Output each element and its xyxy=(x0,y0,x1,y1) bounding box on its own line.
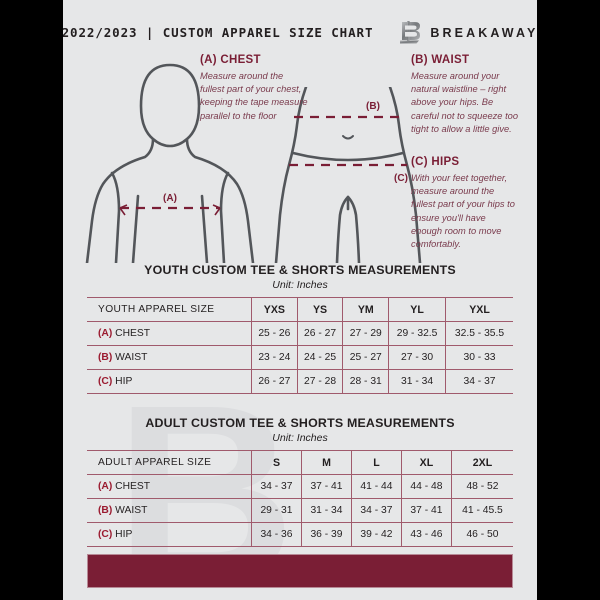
adult-row-2-label: (C) HIP xyxy=(87,522,252,547)
youth-r1-c4: 30 - 33 xyxy=(445,345,513,370)
youth-r2-c3: 31 - 34 xyxy=(388,369,447,394)
measurement-diagrams: (A) (B) (C) xyxy=(63,51,537,263)
adult-r1-c0: 29 - 31 xyxy=(251,498,302,523)
adult-table-title: ADULT CUSTOM TEE & SHORTS MEASUREMENTS xyxy=(145,416,455,430)
youth-row-1-label: (B) WAIST xyxy=(87,345,252,370)
callout-waist-body: Measure around your natural waistline – … xyxy=(411,71,518,134)
callout-hips-body: With your feet together, measure around … xyxy=(411,173,515,249)
youth-r2-c0: 26 - 27 xyxy=(251,369,298,394)
youth-col-2: YM xyxy=(342,297,390,322)
adult-size-table: ADULT APPAREL SIZE S M L XL 2XL (A) CHES… xyxy=(87,450,513,547)
adult-col-3: XL xyxy=(400,450,452,475)
youth-r2-c1: 27 - 28 xyxy=(296,369,344,394)
adult-r0-c4: 48 - 52 xyxy=(450,474,513,499)
adult-r1-c3: 37 - 41 xyxy=(400,498,452,523)
adult-r0-c3: 44 - 48 xyxy=(400,474,452,499)
adult-r1-c1: 31 - 34 xyxy=(300,498,352,523)
youth-table-unit: Unit: Inches xyxy=(272,279,328,291)
footer-bar xyxy=(87,554,513,588)
table-row: (B) WAIST 23 - 24 24 - 25 25 - 27 27 - 3… xyxy=(87,345,513,370)
youth-col-4: YXL xyxy=(445,297,513,322)
adult-r2-c2: 39 - 42 xyxy=(350,522,402,547)
youth-r0-c0: 25 - 26 xyxy=(251,321,298,346)
youth-r0-c1: 26 - 27 xyxy=(296,321,344,346)
adult-r2-c4: 46 - 50 xyxy=(450,522,513,547)
youth-table-block: YOUTH CUSTOM TEE & SHORTS MEASUREMENTS U… xyxy=(87,263,513,394)
youth-row-2-label: (C) HIP xyxy=(87,369,252,394)
callout-chest-title: (A) CHEST xyxy=(200,54,261,66)
adult-r0-c2: 41 - 44 xyxy=(350,474,402,499)
youth-r1-c2: 25 - 27 xyxy=(342,345,390,370)
page-canvas: B 2022/2023 | CUSTOM APPAREL SIZE CHART xyxy=(63,0,537,600)
youth-r1-c1: 24 - 25 xyxy=(296,345,344,370)
adult-col-1: M xyxy=(300,450,352,475)
table-row: (A) CHEST 25 - 26 26 - 27 27 - 29 29 - 3… xyxy=(87,321,513,346)
adult-col-0: S xyxy=(251,450,302,475)
table-row: (C) HIP 34 - 36 36 - 39 39 - 42 43 - 46 … xyxy=(87,522,513,547)
adult-size-header: ADULT APPAREL SIZE xyxy=(87,450,252,475)
page-header: 2022/2023 | CUSTOM APPAREL SIZE CHART xyxy=(63,0,537,45)
hips-figure: (B) (C) xyxy=(274,87,422,263)
table-header-row: YOUTH APPAREL SIZE YXS YS YM YL YXL xyxy=(87,297,513,322)
youth-r0-c2: 27 - 29 xyxy=(342,321,390,346)
youth-size-header: YOUTH APPAREL SIZE xyxy=(87,297,252,322)
table-row: (C) HIP 26 - 27 27 - 28 28 - 31 31 - 34 … xyxy=(87,369,513,394)
adult-r2-c3: 43 - 46 xyxy=(400,522,452,547)
callout-waist-title: (B) WAIST xyxy=(411,54,470,66)
table-row: (B) WAIST 29 - 31 31 - 34 34 - 37 37 - 4… xyxy=(87,498,513,523)
youth-table-title: YOUTH CUSTOM TEE & SHORTS MEASUREMENTS xyxy=(144,263,456,277)
adult-r1-c2: 34 - 37 xyxy=(350,498,402,523)
callout-chest: (A) CHEST Measure around the fullest par… xyxy=(200,54,308,123)
adult-r0-c1: 37 - 41 xyxy=(300,474,352,499)
adult-row-0-label: (A) CHEST xyxy=(87,474,252,499)
callout-hips-title: (C) HIPS xyxy=(411,156,460,168)
youth-r0-c3: 29 - 32.5 xyxy=(388,321,447,346)
youth-row-0-label: (A) CHEST xyxy=(87,321,252,346)
youth-r1-c0: 23 - 24 xyxy=(251,345,298,370)
callout-hips: (C) HIPS With your feet together, measur… xyxy=(411,156,519,251)
adult-row-1-label: (B) WAIST xyxy=(87,498,252,523)
youth-size-table: YOUTH APPAREL SIZE YXS YS YM YL YXL (A) … xyxy=(87,297,513,394)
adult-col-2: L xyxy=(350,450,402,475)
adult-r2-c1: 36 - 39 xyxy=(300,522,352,547)
callout-chest-body: Measure around the fullest part of your … xyxy=(200,71,308,121)
youth-col-3: YL xyxy=(388,297,447,322)
table-row: (A) CHEST 34 - 37 37 - 41 41 - 44 44 - 4… xyxy=(87,474,513,499)
youth-r1-c3: 27 - 30 xyxy=(388,345,447,370)
brand-lockup: BREAKAWAY xyxy=(399,20,537,45)
adult-table-block: ADULT CUSTOM TEE & SHORTS MEASUREMENTS U… xyxy=(87,416,513,547)
torso-figure: (A) xyxy=(85,63,255,263)
chest-figure-label: (A) xyxy=(163,193,177,204)
youth-col-1: YS xyxy=(296,297,344,322)
breakaway-b-monogram-icon xyxy=(400,21,421,44)
adult-table-unit: Unit: Inches xyxy=(272,432,328,444)
youth-r0-c4: 32.5 - 35.5 xyxy=(445,321,513,346)
adult-r2-c0: 34 - 36 xyxy=(251,522,302,547)
waist-figure-label: (B) xyxy=(366,101,380,112)
youth-r2-c4: 34 - 37 xyxy=(445,369,513,394)
header-title: 2022/2023 | CUSTOM APPAREL SIZE CHART xyxy=(63,25,374,40)
adult-col-4: 2XL xyxy=(450,450,513,475)
brand-name: BREAKAWAY xyxy=(430,25,537,40)
youth-col-0: YXS xyxy=(251,297,298,322)
table-header-row: ADULT APPAREL SIZE S M L XL 2XL xyxy=(87,450,513,475)
callout-waist: (B) WAIST Measure around your natural wa… xyxy=(411,54,519,136)
youth-r2-c2: 28 - 31 xyxy=(342,369,390,394)
adult-r1-c4: 41 - 45.5 xyxy=(450,498,513,523)
hips-figure-label: (C) xyxy=(394,173,408,184)
adult-r0-c0: 34 - 37 xyxy=(251,474,302,499)
